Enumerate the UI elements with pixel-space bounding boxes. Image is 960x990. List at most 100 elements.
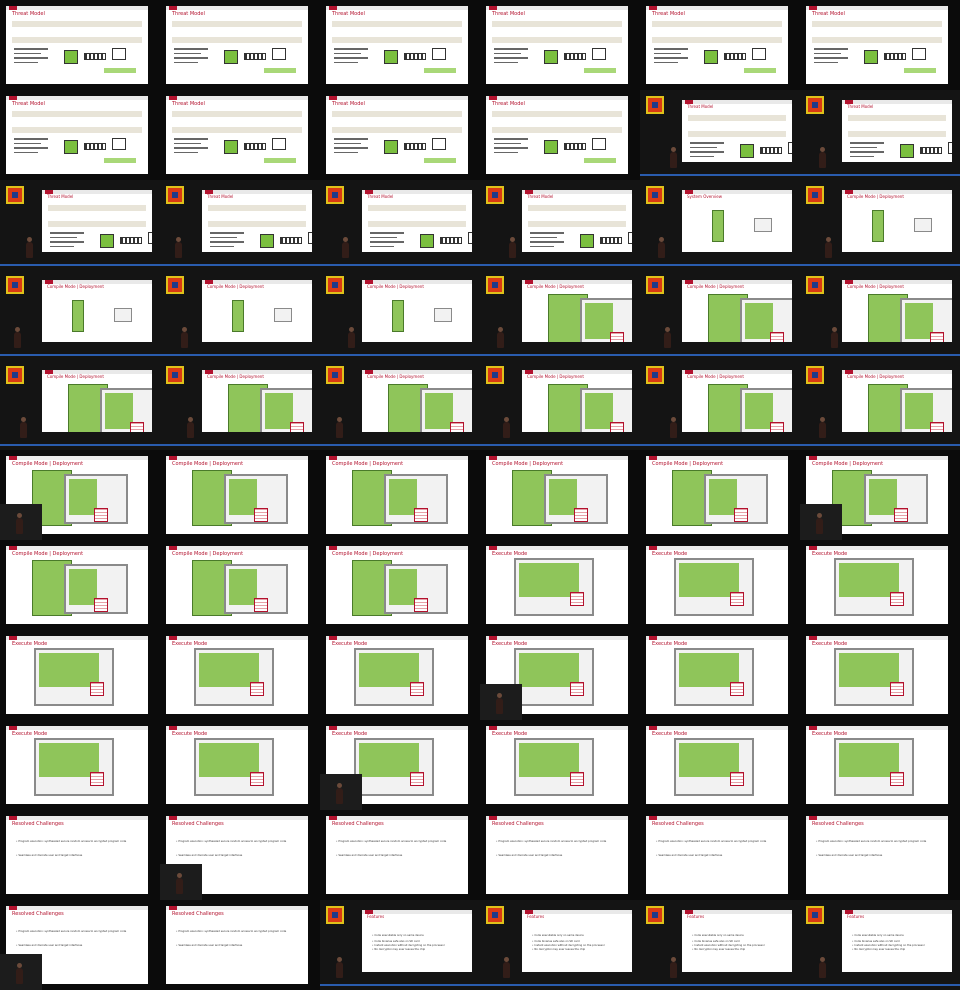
bullet-line	[690, 151, 724, 153]
slide-header-bar	[806, 456, 948, 460]
thumbnail: Threat Model	[320, 180, 480, 270]
thumbnail: Compile Mode | Deployment	[0, 270, 160, 360]
secure-tag	[104, 68, 136, 73]
bullet-line	[814, 48, 848, 50]
thumbnail: Threat Model	[640, 0, 800, 90]
target-panel	[674, 648, 754, 706]
secure-tag	[424, 68, 456, 73]
slide-band	[652, 21, 782, 27]
slide-title: Compile Mode | Deployment	[847, 374, 904, 379]
slide: Compile Mode | Deployment	[42, 280, 152, 342]
processor-chip	[64, 140, 78, 154]
memory-stack	[610, 422, 624, 432]
slide-title: Compile Mode | Deployment	[12, 461, 84, 467]
bullet-line	[690, 142, 724, 144]
memory-tape	[404, 143, 426, 150]
processor-chip	[544, 50, 558, 64]
slide: Features Code executable only on same dev…	[682, 910, 792, 972]
thumbnail: Threat Model	[640, 90, 800, 180]
bullet-line	[14, 57, 48, 59]
bullet-line	[334, 61, 358, 63]
sponsor-logo	[326, 186, 344, 204]
slide-bullets	[334, 138, 368, 156]
slide: Execute Mode	[326, 636, 468, 714]
sponsor-logo	[326, 366, 344, 384]
slide-header-bar	[806, 6, 948, 10]
speaker	[336, 957, 343, 978]
slide-header-bar	[202, 370, 312, 374]
peripheral-box	[432, 48, 446, 60]
target-panel	[704, 474, 768, 524]
thumbnail: Compile Mode | Deployment	[640, 270, 800, 360]
thumbnail: Features Code executable only on same dev…	[320, 900, 480, 990]
thumbnail: Execute Mode	[160, 630, 320, 720]
speaker	[819, 417, 826, 438]
slide-header-bar	[6, 906, 148, 910]
bullet: Program execution: synthesized secure ra…	[16, 840, 126, 843]
memory-tape	[564, 53, 586, 60]
bullet-line	[370, 241, 404, 243]
speaker	[342, 237, 349, 258]
slide-header-bar	[682, 100, 792, 104]
sponsor-logo	[6, 276, 24, 294]
thumbnail: Execute Mode	[800, 720, 960, 810]
thumbnail: Execute Mode	[640, 720, 800, 810]
memory-stack	[254, 598, 268, 612]
sponsor-logo	[486, 276, 504, 294]
slide-header-bar	[842, 910, 952, 914]
thumbnail: Threat Model	[800, 90, 960, 180]
bullet: No decryption key ever leaves the chip	[532, 948, 585, 951]
slide-header-bar	[166, 816, 308, 820]
slide: Execute Mode	[806, 636, 948, 714]
speaker	[16, 513, 23, 534]
slide-bullets	[210, 232, 244, 250]
target-panel	[514, 738, 594, 796]
thumbnail: Execute Mode	[480, 630, 640, 720]
speaker	[26, 237, 33, 258]
slide-header-bar	[522, 910, 632, 914]
slide-bullets	[334, 48, 368, 66]
speaker	[664, 327, 671, 348]
thumbnail: Execute Mode	[480, 540, 640, 630]
thumbnail: Features Code executable only on same dev…	[640, 900, 800, 990]
speaker-inset	[160, 864, 202, 900]
bullet-line	[50, 232, 84, 234]
slide-header-bar	[202, 190, 312, 194]
bullet-line	[814, 61, 838, 63]
slide: Threat Model	[682, 100, 792, 162]
bullet-line	[370, 232, 404, 234]
bullet-line	[654, 52, 682, 54]
slide-title: System Overview	[687, 194, 723, 199]
thumbnail: Resolved Challenges Program execution: sy…	[480, 810, 640, 900]
slide-band	[332, 127, 462, 133]
speaker	[14, 327, 21, 348]
sponsor-logo	[326, 906, 344, 924]
bullet-line	[494, 138, 528, 140]
sponsor-logo	[6, 186, 24, 204]
processor-chip	[704, 50, 718, 64]
memory-stack	[250, 772, 264, 786]
bullet: Program execution: synthesized secure ra…	[816, 840, 926, 843]
slide-bullets	[814, 48, 848, 66]
speaker	[825, 237, 832, 258]
sponsor-logo	[486, 366, 504, 384]
thumbnail: Resolved Challenges Program execution: sy…	[0, 810, 160, 900]
slide-title: Resolved Challenges	[12, 821, 64, 827]
bullet: No decryption key ever leaves the chip	[372, 948, 425, 951]
speaker	[348, 327, 355, 348]
thumbnail: Compile Mode | Deployment	[320, 270, 480, 360]
peripheral-box	[112, 48, 126, 60]
slide-title: Features	[527, 914, 545, 919]
slide-title: Execute Mode	[492, 731, 528, 737]
memory-tape	[600, 237, 622, 244]
bullet-line	[494, 151, 518, 153]
peripheral-box	[432, 138, 446, 150]
processor-chip	[384, 50, 398, 64]
stage-edge	[640, 174, 800, 176]
target-panel	[34, 738, 114, 796]
slide-header-bar	[486, 816, 628, 820]
thumbnail: Threat Model	[0, 90, 160, 180]
slide-title: Threat Model	[687, 104, 714, 109]
processor-chip	[420, 234, 434, 248]
slide: Compile Mode | Deployment	[202, 280, 312, 342]
